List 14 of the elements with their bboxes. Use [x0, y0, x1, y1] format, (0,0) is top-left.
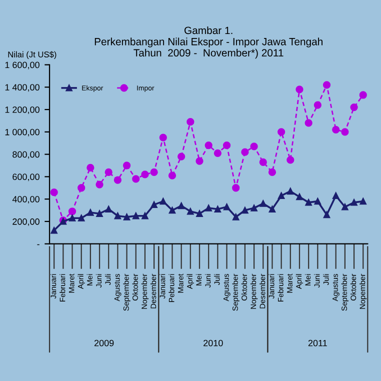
chart-title: Gambar 1. Perkembangan Nilai Ekspor - Impor Jawa Tengah Tahun 2009 - November*) 2011: [94, 26, 322, 59]
y-tick-label: 1 200,00: [5, 106, 40, 114]
y-tick-label: 800,00: [12, 151, 40, 159]
y-tick-label: 1 600,00: [5, 62, 40, 70]
y-tick-label: -: [37, 244, 40, 246]
text: 2011: [308, 340, 327, 346]
y-tick-label: 1 400,00: [5, 84, 40, 92]
text: 2009: [94, 340, 114, 346]
y-tick-label: 200,00: [12, 218, 40, 226]
text: 2010: [204, 340, 223, 346]
y-tick-label: 400,00: [12, 196, 40, 204]
y-tick-label: 600,00: [12, 174, 40, 182]
y-tick-label: 1 000,00: [5, 128, 40, 136]
y-axis-title: Nilai (Jt US$): [8, 51, 56, 60]
